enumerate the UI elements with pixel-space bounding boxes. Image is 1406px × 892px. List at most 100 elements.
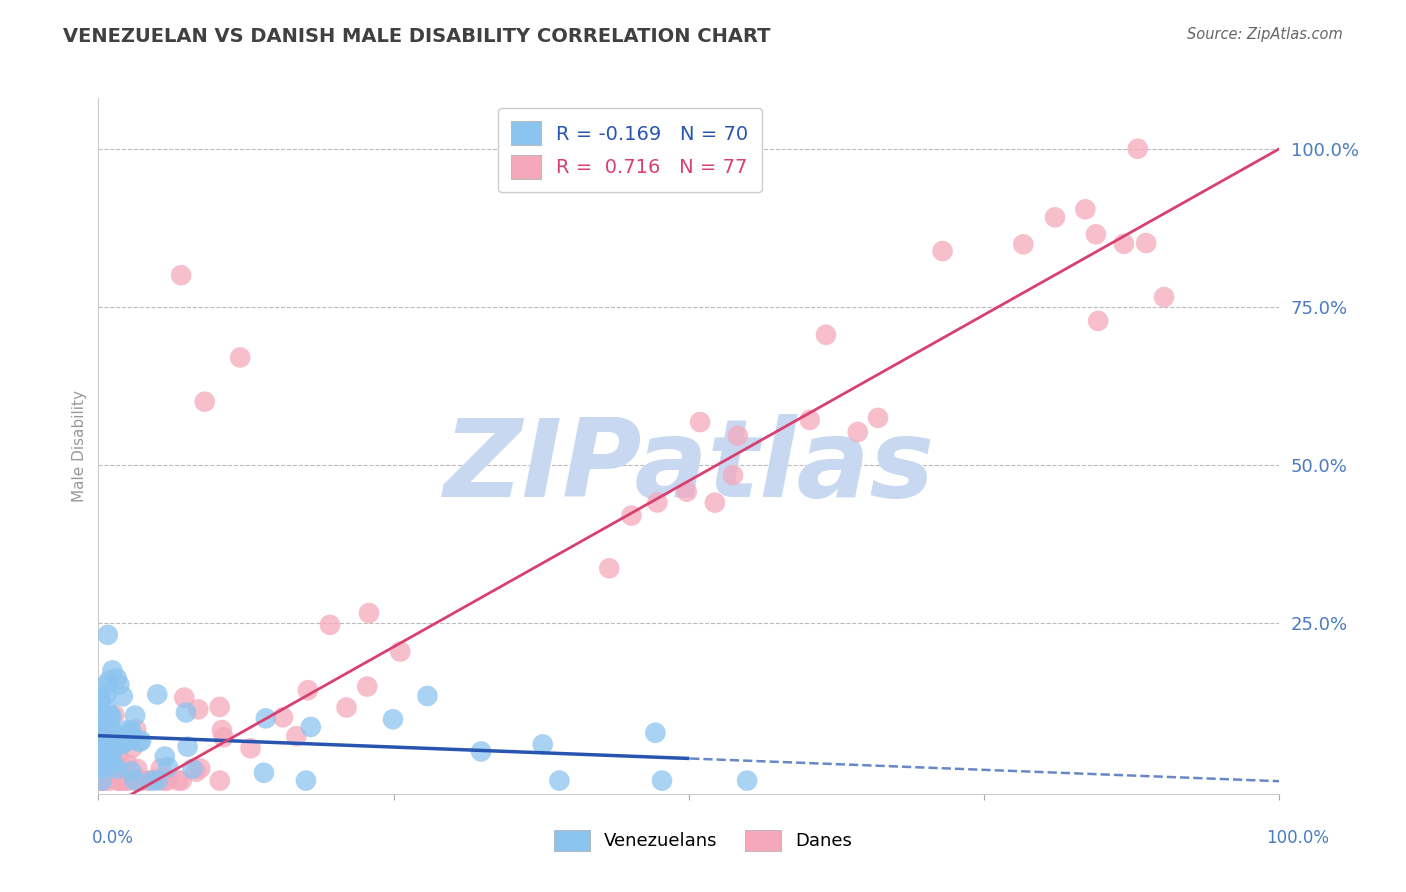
Point — [799, 413, 821, 427]
Point — [129, 733, 152, 747]
Point — [319, 618, 342, 632]
Point — [145, 772, 167, 786]
Point — [675, 484, 697, 499]
Point — [91, 761, 114, 775]
Point — [356, 680, 378, 694]
Point — [208, 773, 231, 788]
Point — [117, 723, 139, 738]
Point — [120, 723, 142, 738]
Point — [89, 722, 111, 736]
Point — [181, 762, 204, 776]
Point — [727, 428, 749, 442]
Point — [89, 696, 111, 710]
Point — [111, 690, 134, 704]
Point — [91, 773, 114, 788]
Point — [138, 773, 160, 788]
Point — [689, 415, 711, 429]
Point — [98, 747, 121, 762]
Point — [93, 773, 115, 788]
Text: VENEZUELAN VS DANISH MALE DISABILITY CORRELATION CHART: VENEZUELAN VS DANISH MALE DISABILITY COR… — [63, 27, 770, 45]
Point — [194, 394, 217, 409]
Point — [118, 732, 141, 747]
Point — [1043, 211, 1066, 225]
Point — [98, 753, 121, 767]
Point — [96, 702, 118, 716]
Point — [184, 764, 207, 779]
Point — [229, 351, 252, 365]
Point — [107, 766, 129, 780]
Point — [108, 773, 131, 788]
Point — [100, 732, 122, 747]
Point — [112, 761, 135, 775]
Point — [124, 708, 146, 723]
Point — [651, 773, 673, 788]
Point — [96, 678, 118, 692]
Point — [211, 723, 233, 737]
Point — [1153, 290, 1175, 304]
Point — [357, 606, 380, 620]
Point — [598, 561, 620, 575]
Point — [96, 755, 118, 769]
Point — [866, 410, 889, 425]
Point — [98, 719, 121, 733]
Point — [91, 707, 114, 722]
Point — [101, 747, 124, 762]
Text: 100.0%: 100.0% — [1265, 829, 1329, 847]
Point — [152, 773, 174, 788]
Point — [647, 495, 669, 509]
Point — [90, 747, 112, 762]
Point — [111, 773, 134, 788]
Point — [271, 710, 294, 724]
Point — [156, 760, 179, 774]
Point — [1087, 314, 1109, 328]
Point — [108, 773, 131, 788]
Point — [101, 758, 124, 772]
Point — [94, 712, 117, 726]
Point — [176, 739, 198, 754]
Point — [117, 733, 139, 747]
Point — [174, 706, 197, 720]
Point — [253, 765, 276, 780]
Point — [814, 327, 837, 342]
Point — [127, 773, 149, 788]
Point — [107, 745, 129, 759]
Point — [141, 773, 163, 788]
Point — [295, 773, 318, 788]
Point — [100, 755, 122, 769]
Point — [1135, 235, 1157, 250]
Point — [101, 723, 124, 738]
Point — [90, 773, 112, 788]
Point — [120, 731, 142, 745]
Point — [239, 741, 262, 756]
Point — [94, 743, 117, 757]
Point — [167, 773, 190, 788]
Point — [416, 689, 439, 703]
Point — [153, 749, 176, 764]
Point — [156, 773, 179, 788]
Point — [146, 773, 169, 788]
Point — [100, 729, 122, 743]
Point — [299, 720, 322, 734]
Point — [1074, 202, 1097, 217]
Point — [931, 244, 953, 259]
Point — [620, 508, 643, 523]
Point — [91, 760, 114, 774]
Point — [105, 739, 128, 753]
Point — [115, 773, 138, 788]
Point — [108, 773, 131, 788]
Legend: Venezuelans, Danes: Venezuelans, Danes — [547, 822, 859, 858]
Point — [170, 268, 193, 283]
Point — [297, 683, 319, 698]
Point — [470, 744, 492, 758]
Point — [531, 737, 554, 751]
Point — [89, 691, 111, 706]
Point — [335, 700, 357, 714]
Point — [101, 664, 124, 678]
Point — [146, 688, 169, 702]
Point — [94, 733, 117, 747]
Point — [254, 711, 277, 725]
Point — [125, 723, 148, 737]
Point — [89, 773, 111, 788]
Point — [121, 764, 143, 779]
Point — [100, 709, 122, 723]
